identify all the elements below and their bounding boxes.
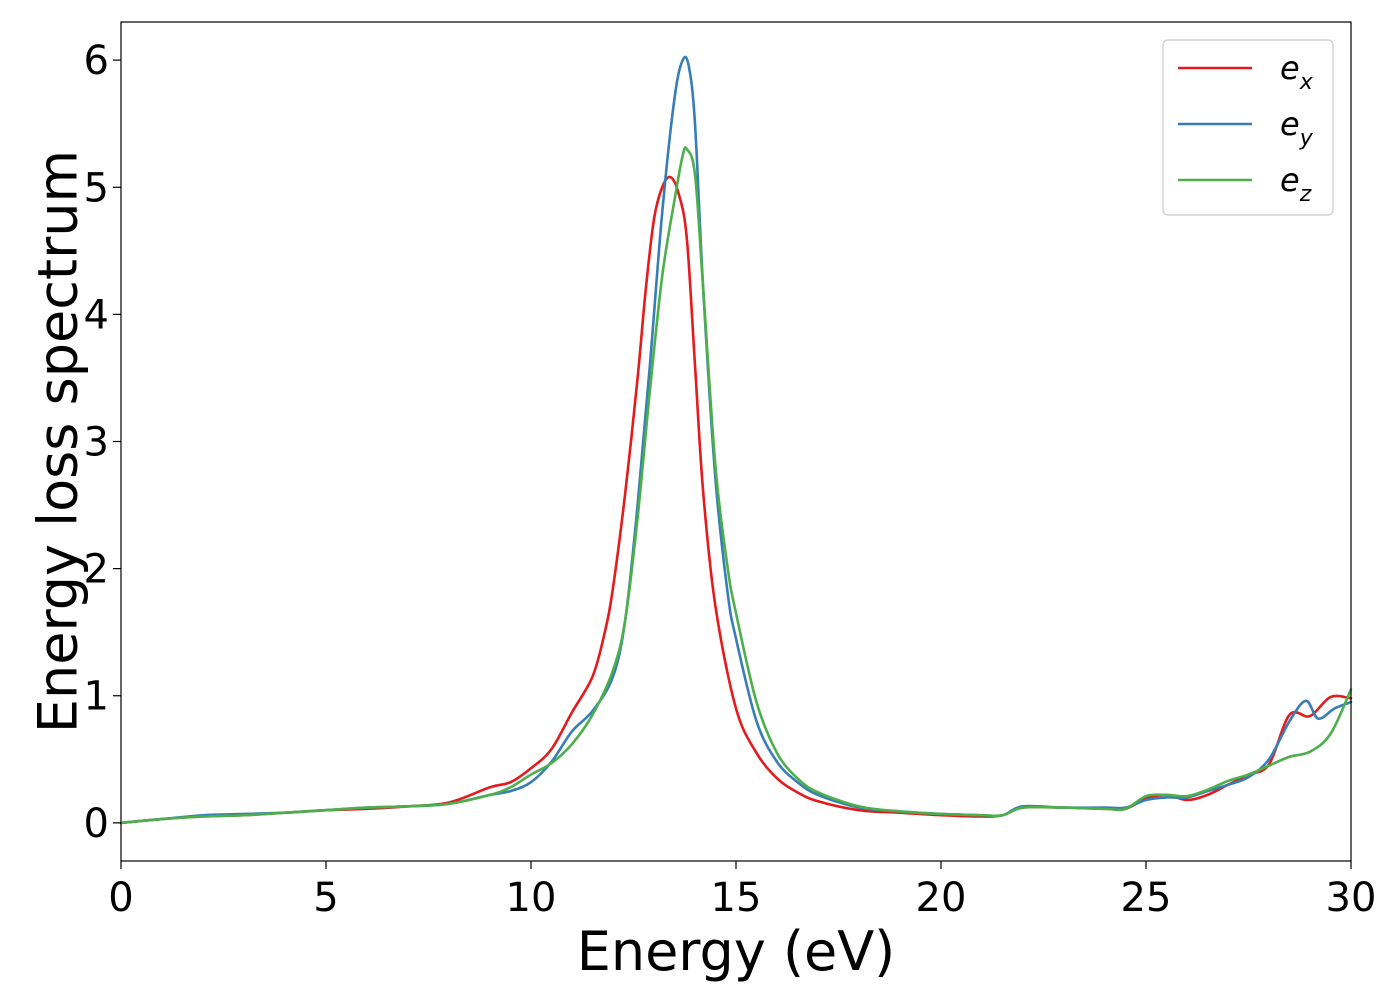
x-axis-ticks: 0 5 10 15 20 25 30 — [108, 861, 1376, 921]
y-tick-label: 0 — [84, 801, 109, 847]
x-tick-label: 5 — [313, 875, 338, 921]
x-axis-label: Energy (eV) — [577, 920, 896, 983]
y-axis-label: Energy loss spectrum — [27, 150, 90, 733]
x-tick-label: 15 — [711, 875, 762, 921]
y-tick-label: 3 — [84, 420, 109, 466]
x-tick-label: 25 — [1121, 875, 1172, 921]
y-tick-label: 5 — [84, 165, 109, 211]
legend: ex ey ez — [1162, 39, 1334, 216]
legend-label-y: ey — [1280, 105, 1314, 151]
series-line-z — [119, 146, 1353, 825]
x-tick-label: 10 — [506, 875, 557, 921]
legend-label-z: ez — [1280, 161, 1312, 207]
y-axis-ticks: 0 1 2 3 4 5 6 — [84, 38, 121, 847]
x-tick-label: 30 — [1326, 875, 1377, 921]
y-tick-label: 4 — [84, 292, 109, 338]
x-tick-label: 0 — [108, 875, 133, 921]
series-lines — [119, 55, 1353, 825]
x-tick-label: 20 — [916, 875, 967, 921]
y-tick-label: 2 — [84, 547, 109, 593]
y-tick-label: 6 — [84, 38, 109, 84]
legend-label-x: ex — [1280, 49, 1314, 95]
legend-box — [1162, 39, 1334, 216]
y-tick-label: 1 — [84, 674, 109, 720]
